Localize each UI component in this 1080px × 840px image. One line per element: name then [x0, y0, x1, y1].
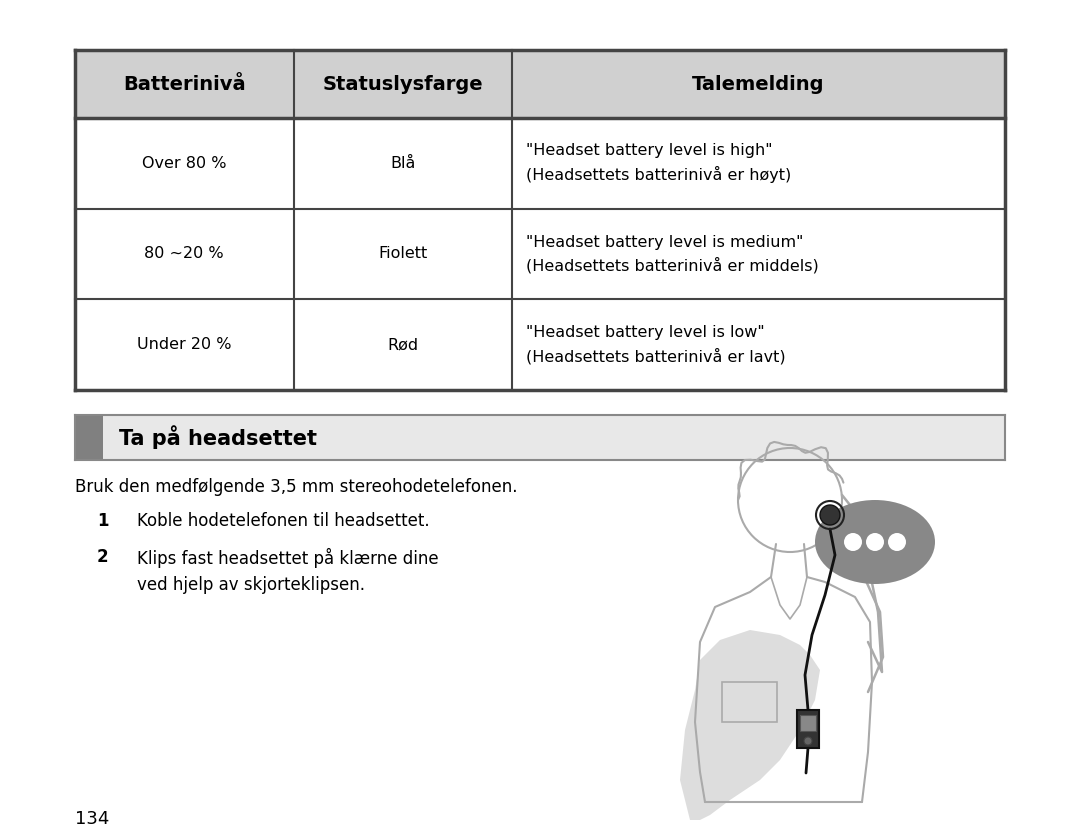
Text: Rød: Rød [388, 337, 418, 352]
Bar [75, 415, 103, 460]
Text: "Headset battery level is medium"
(Headsettets batterinivå er middels): "Headset battery level is medium" (Heads… [526, 234, 819, 274]
Circle shape [804, 737, 812, 745]
Text: Koble hodetelefonen til headsettet.: Koble hodetelefonen til headsettet. [137, 512, 430, 530]
Circle shape [843, 518, 858, 532]
Text: "Headset battery level is low"
(Headsettets batterinivå er lavt): "Headset battery level is low" (Headsett… [526, 325, 786, 365]
Text: Talemelding: Talemelding [692, 75, 825, 93]
Bar [723, 682, 777, 722]
Text: Ta på headsettet: Ta på headsettet [119, 426, 318, 449]
Circle shape [869, 502, 895, 528]
Text: Batterinivå: Batterinivå [123, 75, 245, 93]
Text: "Headset battery level is high"
(Headsettets batterinivå er høyt): "Headset battery level is high" (Headset… [526, 144, 792, 183]
Text: 1: 1 [97, 512, 108, 530]
Text: Klips fast headsettet på klærne dine
ved hjelp av skjorteklipsen.: Klips fast headsettet på klærne dine ved… [137, 548, 438, 595]
Bar [797, 710, 819, 748]
Text: Statuslysfarge: Statuslysfarge [323, 75, 483, 93]
Circle shape [843, 533, 862, 551]
Text: Under 20 %: Under 20 % [137, 337, 231, 352]
Bar [800, 715, 816, 731]
Circle shape [854, 510, 874, 530]
Bar [75, 415, 1005, 460]
Text: Blå: Blå [390, 156, 416, 171]
Bar [797, 710, 819, 748]
Text: Over 80 %: Over 80 % [143, 156, 227, 171]
Text: 134: 134 [75, 810, 109, 828]
Ellipse shape [815, 500, 935, 584]
Circle shape [820, 505, 840, 525]
Circle shape [866, 533, 885, 551]
Text: Bruk den medfølgende 3,5 mm stereohodetelefonen.: Bruk den medfølgende 3,5 mm stereohodete… [75, 478, 517, 496]
Polygon shape [680, 630, 820, 820]
Text: 2: 2 [97, 548, 109, 566]
Bar [75, 50, 1005, 118]
Circle shape [888, 533, 906, 551]
Text: 80 ~20 %: 80 ~20 % [145, 246, 224, 261]
Text: Fiolett: Fiolett [378, 246, 428, 261]
Bar [800, 715, 816, 731]
